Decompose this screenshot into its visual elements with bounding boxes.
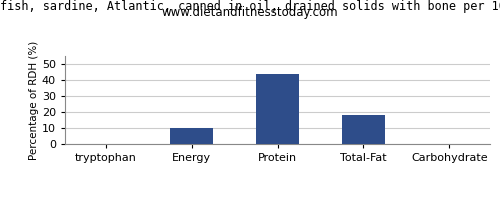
Text: fish, sardine, Atlantic, canned in oil, drained solids with bone per 100: fish, sardine, Atlantic, canned in oil, … [0, 0, 500, 13]
Bar [342, 115, 385, 144]
Bar [170, 128, 213, 144]
Text: www.dietandfitnesstoday.com: www.dietandfitnesstoday.com [162, 6, 338, 19]
Bar [256, 74, 299, 144]
Y-axis label: Percentage of RDH (%): Percentage of RDH (%) [29, 40, 39, 160]
